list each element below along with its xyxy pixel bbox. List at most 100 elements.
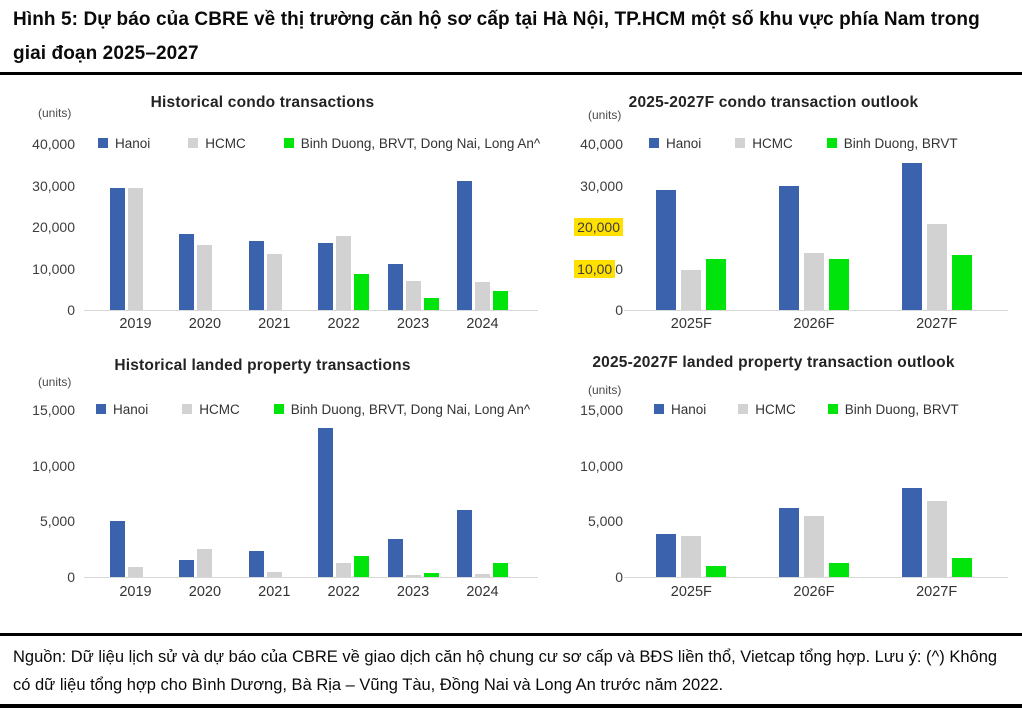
bar-hanoi-2025f [656,190,677,310]
x-tick-label-2024: 2024 [466,584,499,600]
x-tick-label-2019: 2019 [119,584,152,600]
legend-swatch-hanoi [649,138,659,148]
chart-legend: Hanoi HCMC Binh Duong, BRVT, Dong Nai, Lon… [98,134,540,152]
bar-hanoi-2021 [248,550,264,577]
legend-item-hcmc: HCMC [738,402,796,417]
y-tick-label-0: 0 [67,302,75,318]
legend-item-binh-duong-brvt: Binh Duong, BRVT [826,136,958,151]
chart-condo-outlook: (units) 2025-2027F condo transaction out… [535,92,1012,348]
bar-hcmc-2019 [128,188,143,310]
bar-hcmc-2024 [474,282,490,310]
chart-legend: Hanoi HCMC Binh Duong, BRVT [649,134,958,152]
bar-hanoi-2027f [901,163,922,310]
y-tick-label-20000: 20,000 [32,219,75,235]
bar-hcmc-2022 [336,563,352,577]
bar-group-2026f [778,507,849,577]
chart-title: Historical condo transactions [150,94,375,111]
bar-hanoi-2021 [248,240,264,310]
bar-group-2021 [248,240,300,310]
y-tick-label-40000: 40,000 [580,136,623,152]
bar-hanoi-2023 [387,538,403,577]
legend-label: HCMC [755,401,796,417]
x-tick-label-2020: 2020 [188,316,222,332]
bar-group-2025f [656,534,727,577]
x-axis-labels: 2025F 2026F 2027F [630,316,998,332]
y-tick-label-15000: 15,000 [32,402,75,418]
y-tick-label-30000: 30,000 [32,177,75,194]
legend-item-hcmc: HCMC [182,402,240,417]
bar-binh-2025f [706,258,727,310]
legend-item-hanoi: Hanoi [98,136,150,151]
bar-hcmc-2020 [197,245,213,310]
legend-swatch-binh-duong-brvt [826,138,837,148]
bar-group-2024 [456,180,508,310]
x-tick-label-2024: 2024 [466,316,499,332]
bar-binh-2022 [354,555,370,577]
chart-title: Historical landed property transactions [114,357,411,374]
bar-group-2023 [387,538,439,577]
plot-area [90,144,528,310]
legend-item-hcmc: HCMC [735,136,793,151]
bar-hanoi-2020 [179,233,195,310]
bar-hcmc-2020 [197,549,213,577]
bar-hcmc-2019 [128,566,143,577]
bar-binh-2024 [492,290,508,310]
legend-item-hanoi: Hanoi [649,136,701,151]
chart-legend: Hanoi HCMC Binh Duong, BRVT [654,400,959,418]
bar-hanoi-2023 [387,264,403,310]
y-tick-label-10000: 10,000 [32,260,75,277]
legend-label: Binh Duong, BRVT, Dong Nai, Long An^ [290,401,531,417]
bar-group-2024 [456,510,508,577]
units-label: (units) [588,108,622,122]
bar-hanoi-2027f [901,487,922,577]
y-tick-label-5000: 5,000 [39,513,75,530]
bar-hcmc-2025f [681,269,702,310]
figure-title: Hình 5: Dự báo của CBRE về thị trường că… [13,9,980,64]
legend-swatch-binh-duong-brvt [827,404,838,414]
bar-hanoi-2019 [110,521,125,577]
bar-group-2019 [110,521,161,577]
bar-hcmc-2027f [926,224,947,310]
x-axis-labels: 2025F 2026F 2027F [630,584,998,600]
bar-group-2021 [248,550,300,577]
legend-swatch-hcmc [188,138,199,148]
units-label: (units) [588,383,622,397]
x-tick-label-2021: 2021 [258,316,291,332]
x-tick-label-2027f: 2027F [916,316,958,332]
legend-item-hanoi: Hanoi [654,402,706,417]
x-axis-labels: 2019 2020 2021 2022 2023 2024 [90,316,528,332]
bar-hcmc-2021 [266,253,282,310]
bar-group-2027f [901,487,972,577]
plot-area [630,144,998,310]
chart-title: 2025-2027F landed property transaction o… [592,354,955,371]
y-tick-label-40000: 40,000 [32,136,75,152]
legend-swatch-hcmc [735,138,746,148]
legend-swatch-binh-duong-brvt-dong-nai-long-an [273,404,284,414]
y-tick-label-20000: 20,000 [535,218,623,236]
bar-binh-2027f [951,557,972,577]
top-divider [0,72,1022,75]
legend-label: HCMC [205,135,246,151]
chart-landed-outlook: (units) 2025-2027F landed property trans… [535,348,1012,616]
bar-group-2020 [179,549,230,577]
bar-hanoi-2020 [179,560,195,577]
bar-group-2020 [179,233,230,310]
legend-item-binh-duong-brvt: Binh Duong, BRVT [827,402,959,417]
bar-hanoi-2022 [318,427,334,577]
bar-binh-2023 [423,573,439,577]
bottom-divider [0,704,1022,708]
bar-group-2027f [901,163,972,310]
legend-item-binh-duong-brvt-dong-nai-long-an: Binh Duong, BRVT, Dong Nai, Long An^ [283,136,540,151]
bar-hcmc-2025f [681,536,702,577]
y-tick-label-30000: 30,000 [580,177,623,194]
bar-hanoi-2026f [778,185,799,310]
bar-hanoi-2025f [656,534,677,577]
bar-group-2022 [318,427,370,577]
legend-label: Hanoi [666,135,702,151]
legend-swatch-hanoi [654,404,664,414]
x-axis-line [624,577,1008,578]
x-tick-label-2023: 2023 [396,584,430,600]
y-tick-label-10000: 10,000 [580,457,623,474]
bar-hcmc-2021 [266,572,282,577]
